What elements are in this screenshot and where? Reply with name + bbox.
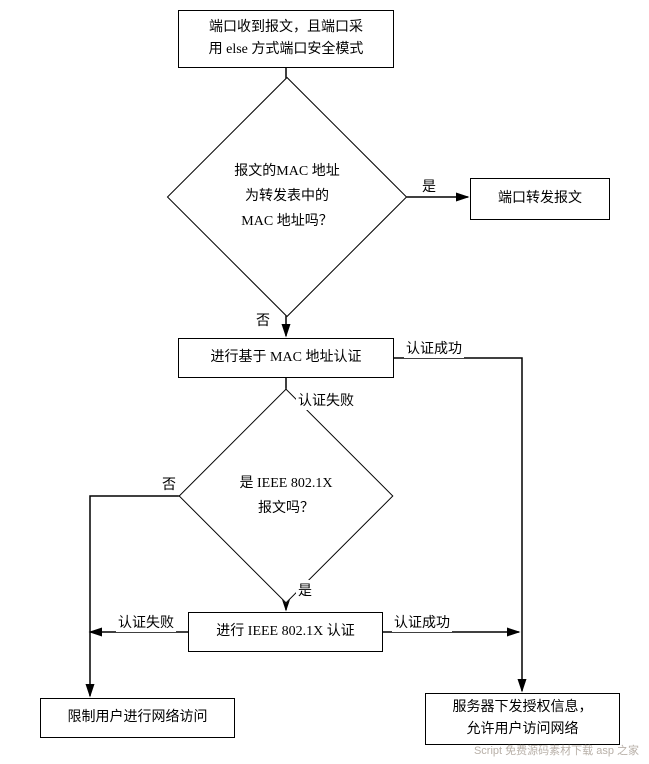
node-restrict-text: 限制用户进行网络访问 <box>68 707 208 729</box>
node-macauth-text: 进行基于 MAC 地址认证 <box>211 347 362 369</box>
node-d2: 是 IEEE 802.1X 报文吗？ <box>210 420 362 572</box>
node-forward-text: 端口转发报文 <box>498 188 582 210</box>
watermark-text: Script 免费源码素材下载 asp 之家 <box>474 742 639 758</box>
node-macauth: 进行基于 MAC 地址认证 <box>178 338 394 378</box>
label-d1-no: 否 <box>254 310 272 330</box>
label-d2-yes: 是 <box>296 580 314 600</box>
label-d2-no: 否 <box>160 474 178 494</box>
node-d1-text: 报文的MAC 地址 为转发表中的 MAC 地址吗？ <box>168 159 406 235</box>
node-restrict: 限制用户进行网络访问 <box>40 698 235 738</box>
node-d2-text: 是 IEEE 802.1X 报文吗？ <box>180 471 393 521</box>
label-auth1x-fail: 认证失败 <box>116 612 176 632</box>
node-start: 端口收到报文，且端口采 用 else 方式端口安全模式 <box>178 10 394 68</box>
node-allow-text: 服务器下发授权信息， 允许用户访问网络 <box>453 697 593 742</box>
label-macauth-success: 认证成功 <box>404 338 464 358</box>
label-d1-yes: 是 <box>420 176 438 196</box>
label-macauth-fail: 认证失败 <box>296 390 356 410</box>
node-d1: 报文的MAC 地址 为转发表中的 MAC 地址吗？ <box>202 112 372 282</box>
node-forward: 端口转发报文 <box>470 178 610 220</box>
node-auth1x: 进行 IEEE 802.1X 认证 <box>188 612 383 652</box>
node-allow: 服务器下发授权信息， 允许用户访问网络 <box>425 693 620 745</box>
node-start-text: 端口收到报文，且端口采 用 else 方式端口安全模式 <box>209 17 364 62</box>
label-auth1x-success: 认证成功 <box>392 612 452 632</box>
node-auth1x-text: 进行 IEEE 802.1X 认证 <box>216 621 354 643</box>
